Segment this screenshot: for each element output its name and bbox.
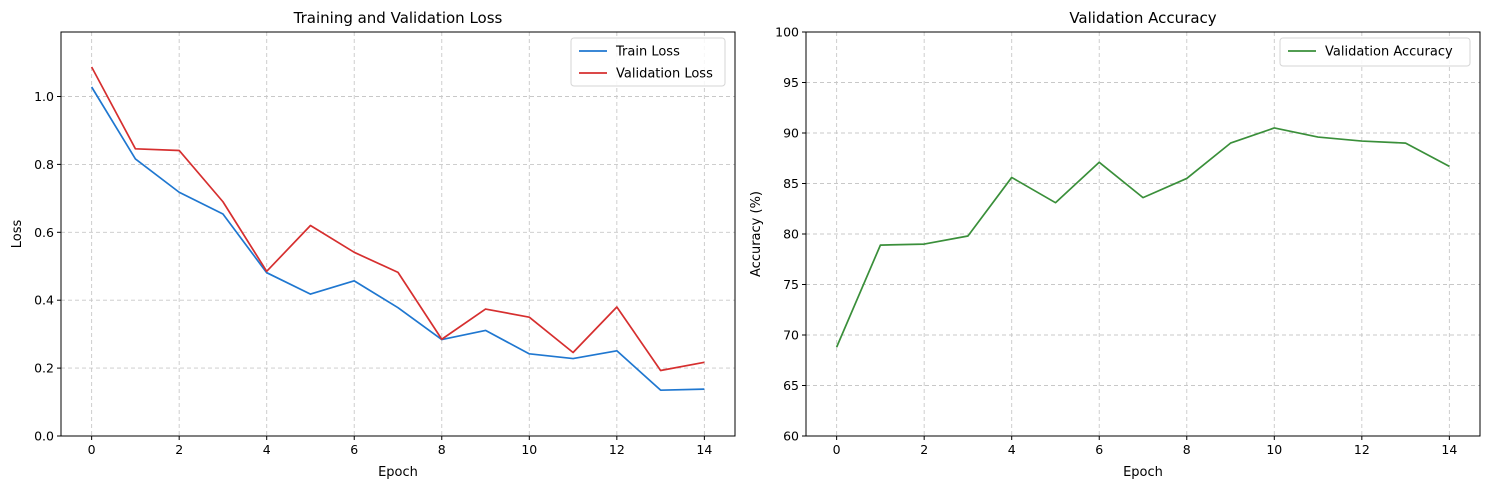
y-tick-label: 0.0 xyxy=(34,429,54,444)
x-tick-label: 8 xyxy=(438,442,446,457)
legend: Validation Accuracy xyxy=(1279,37,1471,67)
y-tick-label: 95 xyxy=(783,75,799,90)
x-tick-label: 10 xyxy=(1266,442,1282,457)
chart-panel-2: 0 2 4 6 8 10 12 14 60 65 70 75 80 85 90 95 100 Validation… xyxy=(749,9,1481,480)
x-tick-label: 12 xyxy=(1354,442,1370,457)
x-tick-label: 2 xyxy=(920,442,928,457)
y-tick-label: 70 xyxy=(783,328,799,343)
x-tick-label: 6 xyxy=(1095,442,1103,457)
legend: Train Loss Validation Loss xyxy=(570,37,726,87)
y-tick-label: 0.6 xyxy=(34,225,54,240)
x-tick-label: 10 xyxy=(521,442,537,457)
series-line-2-1 xyxy=(835,127,1450,348)
y-tick-label: 90 xyxy=(783,126,799,141)
legend-entry: Train Loss xyxy=(615,45,680,60)
legend-box xyxy=(1279,37,1471,67)
y-tick-label: 1.0 xyxy=(34,89,54,104)
x-tick-label: 8 xyxy=(1183,442,1191,457)
y-tick-label: 100 xyxy=(775,25,799,40)
legend-box xyxy=(570,37,726,87)
legend-entry: Validation Accuracy xyxy=(1325,45,1453,60)
y-tick-label: 85 xyxy=(783,176,799,191)
y-tick-label: 65 xyxy=(783,378,799,393)
series-line-1-2 xyxy=(90,66,705,372)
chart-title: Validation Accuracy xyxy=(1069,9,1216,27)
x-tick-label: 12 xyxy=(609,442,625,457)
x-tick-label: 14 xyxy=(1441,442,1457,457)
plot-frame xyxy=(60,31,736,437)
y-tick-label: 80 xyxy=(783,227,799,242)
series-line-1-1 xyxy=(90,86,705,392)
x-axis-label: Epoch xyxy=(378,465,418,480)
chart-panel-1: 0 2 4 6 8 10 12 14 0.0 0.2 0.4 0.6 0.8 1.0 Training an… xyxy=(10,9,736,480)
y-tick-label: 0.8 xyxy=(34,157,54,172)
y-axis-label: Loss xyxy=(10,220,25,249)
x-tick-label: 2 xyxy=(175,442,183,457)
x-tick-label: 14 xyxy=(696,442,712,457)
x-tick-label: 4 xyxy=(263,442,271,457)
x-tick-label: 0 xyxy=(833,442,841,457)
y-tick-label: 0.4 xyxy=(34,293,54,308)
chart-title: Training and Validation Loss xyxy=(293,9,503,27)
y-axis-label: Accuracy (%) xyxy=(749,191,764,277)
x-tick-label: 4 xyxy=(1008,442,1016,457)
y-tick-label: 60 xyxy=(783,429,799,444)
x-axis-label: Epoch xyxy=(1123,465,1163,480)
legend-entry: Validation Loss xyxy=(616,67,713,82)
y-tick-label: 75 xyxy=(783,277,799,292)
x-tick-label: 6 xyxy=(350,442,358,457)
x-tick-label: 0 xyxy=(88,442,96,457)
y-tick-label: 0.2 xyxy=(34,361,54,376)
